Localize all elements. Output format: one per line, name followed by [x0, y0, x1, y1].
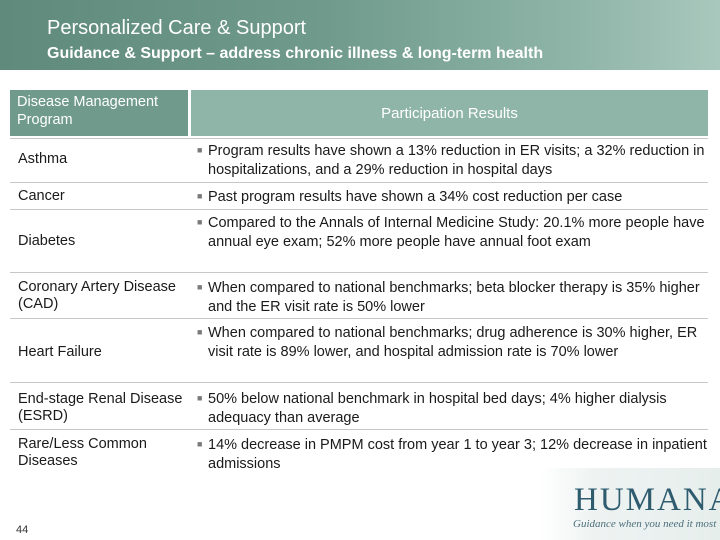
bullet-icon: ■	[197, 282, 203, 292]
column-header-program: Disease Management Program	[10, 90, 188, 136]
table-row: Coronary Artery Disease (CAD) ■ When comp…	[10, 272, 708, 319]
humana-logo: HUMANA Guidance when you need it most	[540, 468, 720, 540]
program-name: Asthma	[18, 151, 68, 167]
table-row: End-stage Renal Disease (ESRD) ■ 50% belo…	[10, 382, 708, 430]
logo-tagline: Guidance when you need it most	[573, 518, 717, 530]
bullet-icon: ■	[197, 217, 203, 227]
program-result: ■ Compared to the Annals of Internal Medi…	[197, 215, 705, 250]
table-row: Cancer ■ Past program results have shown …	[10, 182, 708, 210]
program-name: Diabetes	[18, 233, 76, 249]
table-row: Asthma ■ Program results have shown a 13%…	[10, 138, 708, 183]
logo-wordmark: HUMANA	[574, 482, 720, 518]
column-header-results: Participation Results	[191, 90, 708, 136]
page-number: 44	[16, 524, 29, 536]
slide-subtitle: Guidance & Support – address chronic ill…	[47, 45, 544, 62]
program-result: ■ Program results have shown a 13% reduct…	[197, 143, 705, 178]
table-row: Rare/Less Common Diseases ■ 14% decrease …	[10, 429, 708, 478]
program-name: Cancer	[18, 188, 65, 204]
table-row: Heart Failure ■ When compared to national…	[10, 318, 708, 383]
program-name: End-stage Renal Disease (ESRD)	[18, 391, 183, 424]
program-result: ■ 14% decrease in PMPM cost from year 1 t…	[197, 437, 707, 472]
program-result: ■ 50% below national benchmark in hospita…	[197, 391, 667, 426]
bullet-icon: ■	[197, 393, 203, 403]
slide-title: Personalized Care & Support	[47, 17, 307, 39]
bullet-icon: ■	[197, 439, 203, 449]
program-result: ■ Past program results have shown a 34% c…	[197, 189, 623, 205]
program-name: Heart Failure	[18, 344, 102, 360]
bullet-icon: ■	[197, 327, 203, 337]
program-result: ■ When compared to national benchmarks; d…	[197, 325, 698, 360]
program-result: ■ When compared to national benchmarks; b…	[197, 280, 700, 315]
program-name: Coronary Artery Disease (CAD)	[18, 279, 176, 312]
table-header: Disease Management Program Participation…	[10, 90, 708, 136]
slide-header: Personalized Care & Support Guidance & S…	[0, 0, 720, 70]
table-row: Diabetes ■ Compared to the Annals of Inte…	[10, 209, 708, 273]
bullet-icon: ■	[197, 145, 203, 155]
bullet-icon: ■	[197, 191, 203, 201]
program-name: Rare/Less Common Diseases	[18, 436, 147, 469]
